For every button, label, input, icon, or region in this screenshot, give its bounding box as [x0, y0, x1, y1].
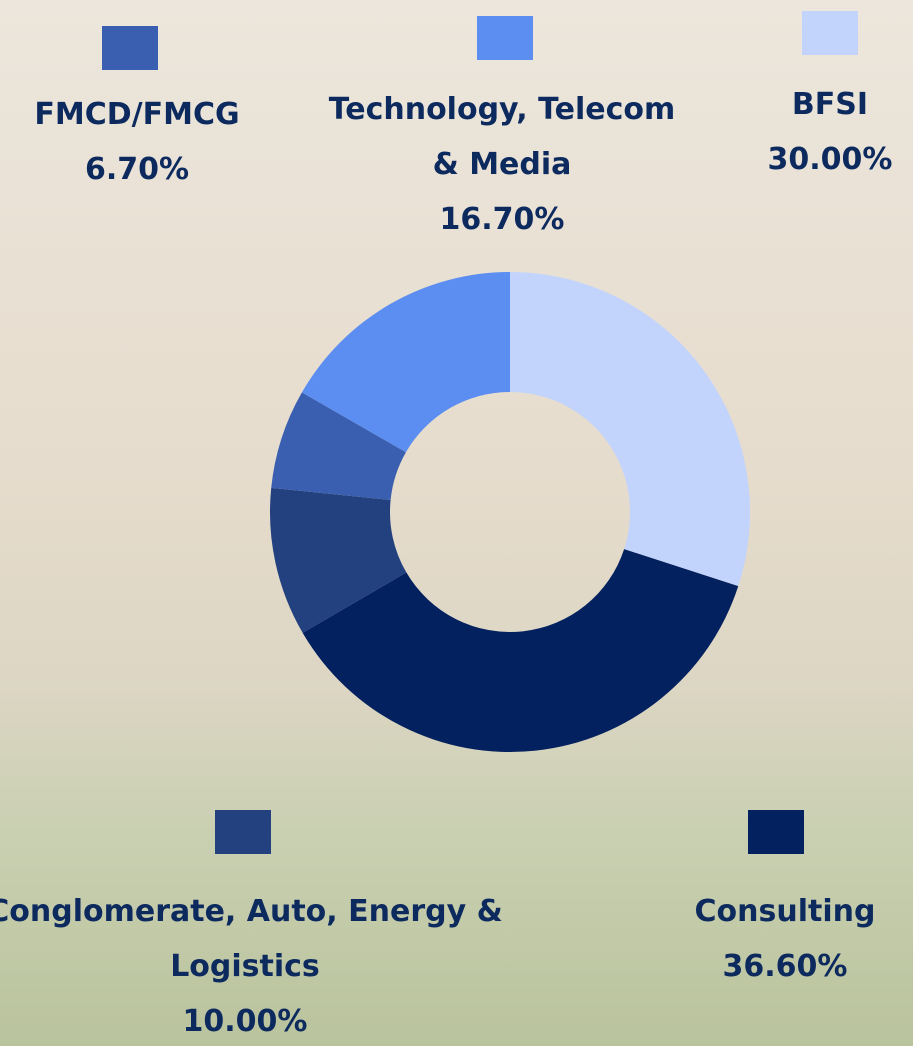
legend-label: BFSI	[730, 77, 913, 132]
legend-swatch	[477, 16, 533, 60]
page: BFSI30.00% Consulting36.60% Conglomerate, …	[0, 0, 913, 1046]
legend-value: 6.70%	[0, 142, 287, 197]
legend-value: 10.00%	[0, 994, 515, 1046]
legend-label: FMCD/FMCG	[0, 87, 287, 142]
legend-value: 16.70%	[312, 192, 692, 247]
legend-label: Conglomerate, Auto, Energy & Logistics	[0, 884, 515, 994]
legend-swatch	[215, 810, 271, 854]
legend-swatch	[748, 810, 804, 854]
legend-swatch	[102, 26, 158, 70]
legend-value: 30.00%	[730, 132, 913, 187]
legend-label: Consulting	[635, 884, 913, 939]
legend-label: Technology, Telecom & Media	[312, 82, 692, 192]
donut-slice	[510, 272, 750, 586]
chart: BFSI30.00% Consulting36.60% Conglomerate, …	[0, 0, 913, 1046]
legend-value: 36.60%	[635, 939, 913, 994]
legend-swatch	[802, 11, 858, 55]
